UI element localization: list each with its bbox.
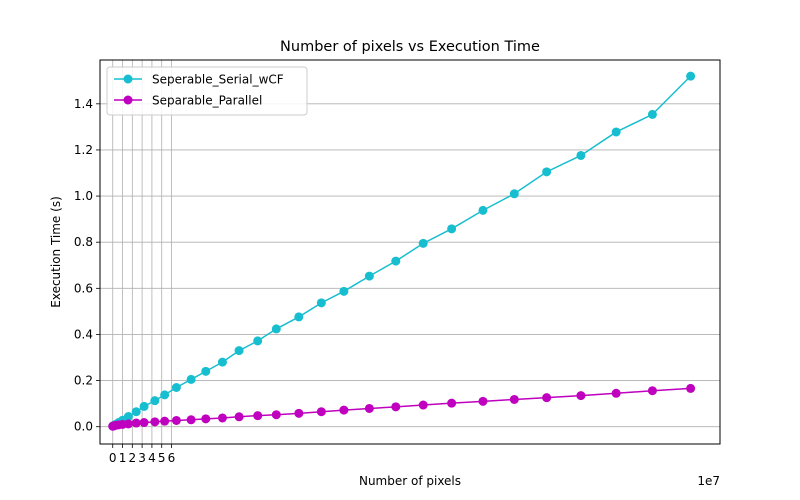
legend-marker-parallel [123, 95, 133, 105]
data-point-series-1 [217, 413, 227, 423]
data-point-series-1 [123, 419, 133, 429]
x-axis-label: Number of pixels [359, 474, 461, 488]
data-point-series-1 [253, 411, 263, 421]
x-axis-offset-label: 1e7 [697, 474, 720, 488]
legend: Seperable_Serial_wCF Separable_Parallel [106, 66, 308, 116]
data-point-series-1 [509, 394, 519, 404]
data-point-series-0 [478, 205, 488, 215]
legend-label-serial: Seperable_Serial_wCF [152, 73, 284, 87]
data-point-series-1 [391, 402, 401, 412]
legend-marker-serial [123, 74, 133, 84]
data-point-series-0 [339, 286, 349, 296]
data-point-series-0 [364, 271, 374, 281]
data-point-series-1 [339, 405, 349, 415]
y-tick-label: 1.4 [74, 97, 93, 111]
data-point-series-1 [542, 393, 552, 403]
data-point-series-0 [123, 412, 133, 422]
x-tick-label: 6 [168, 451, 176, 465]
data-point-series-1 [418, 400, 428, 410]
data-point-series-0 [391, 256, 401, 266]
data-point-series-0 [217, 357, 227, 367]
y-tick-label: 0.2 [74, 374, 93, 388]
data-point-series-1 [131, 418, 141, 428]
chart-title: Number of pixels vs Execution Time [280, 39, 540, 55]
data-point-series-0 [686, 71, 696, 81]
data-point-series-0 [294, 312, 304, 322]
y-tick-label: 1.0 [74, 189, 93, 203]
legend-label-parallel: Separable_Parallel [152, 94, 262, 108]
data-point-series-1 [447, 398, 457, 408]
y-tick-label: 0.6 [74, 281, 93, 295]
data-point-series-0 [418, 238, 428, 248]
grid [100, 60, 720, 444]
data-point-series-0 [131, 407, 141, 417]
axis-ticks: 0 1 2 3 4 5 6 0.0 0.2 0.4 0.6 0.8 1.0 1.2 1.4 [74, 97, 175, 465]
data-point-series-1 [234, 412, 244, 422]
y-tick-label: 0.4 [74, 327, 93, 341]
data-point-series-1 [364, 403, 374, 413]
data-point-series-0 [253, 336, 263, 346]
data-point-series-0 [509, 189, 519, 199]
data-point-series-0 [576, 150, 586, 160]
data-point-series-1 [576, 391, 586, 401]
data-point-series-1 [294, 408, 304, 418]
data-point-series-0 [234, 346, 244, 356]
data-point-series-1 [171, 415, 181, 425]
data-point-series-0 [186, 374, 196, 384]
data-point-series-0 [171, 382, 181, 392]
x-tick-label: 1 [119, 451, 127, 465]
x-tick-label: 5 [158, 451, 166, 465]
data-point-series-0 [542, 167, 552, 177]
plot-area-frame [99, 59, 721, 445]
data-point-series-1 [150, 417, 160, 427]
data-point-series-1 [478, 396, 488, 406]
data-point-series-1 [316, 407, 326, 417]
y-axis-label: Execution Time (s) [49, 196, 63, 308]
legend-box [106, 66, 308, 116]
x-tick-label: 2 [129, 451, 137, 465]
x-tick-label: 4 [148, 451, 156, 465]
data-point-series-1 [611, 388, 621, 398]
data-point-series-1 [160, 416, 170, 426]
data-point-series-0 [201, 366, 211, 376]
data-point-series-0 [447, 224, 457, 234]
data-point-series-1 [686, 383, 696, 393]
data-point-series-0 [160, 390, 170, 400]
y-tick-label: 0.0 [74, 420, 93, 434]
data-point-series-1 [201, 414, 211, 424]
data-point-series-1 [139, 418, 149, 428]
y-tick-label: 0.8 [74, 235, 93, 249]
data-point-series-0 [271, 324, 281, 334]
data-point-series-1 [186, 415, 196, 425]
data-point-series-0 [647, 109, 657, 119]
x-tick-label: 3 [138, 451, 146, 465]
y-tick-label: 1.2 [74, 143, 93, 157]
data-point-series-0 [150, 396, 160, 406]
data-point-series-0 [316, 298, 326, 308]
data-point-series-0 [139, 401, 149, 411]
data-point-series-0 [611, 127, 621, 137]
series-layer [108, 71, 696, 431]
data-point-series-1 [647, 386, 657, 396]
data-point-series-1 [271, 410, 281, 420]
x-tick-label: 0 [109, 451, 117, 465]
